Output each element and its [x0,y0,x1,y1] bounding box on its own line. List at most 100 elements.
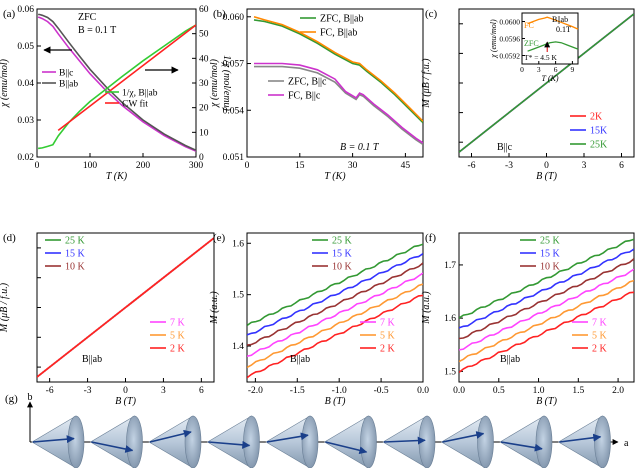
series-line [459,279,634,363]
series-line [459,248,634,329]
series-group [459,13,634,153]
y-tick-label: 0.060 [223,13,245,23]
series-line [57,24,196,132]
panel-d: (d) -6 -3 0 3 6 B (T) M (μB / f.u.) 25 K 15 K 10 K… [0,232,215,407]
inset-y-tick-label: 0.0600 [499,18,520,27]
y-tick-label: 0.04 [17,79,34,89]
inset-annotation: B||ab [552,15,568,24]
y-tick-label: 0.05 [17,42,34,52]
b-axis-label: b [28,392,33,403]
cone [440,415,494,468]
plot-frame [458,232,635,383]
spin-arrow [32,435,75,444]
y2-tick-label: 30 [199,79,209,89]
panel-b: (b) 0 15 30 45 0.051 0.054 0.057 0.060 T (K) χ (em… [209,8,424,182]
series-line [254,65,423,146]
cone [323,415,377,468]
cone [89,415,143,468]
y-tick-label: 1.5 [232,291,244,301]
legend: 25 K 15 K 10 K 7 K 5 K 2 K [45,236,186,355]
annotation: B||ab [500,354,520,365]
series-line [459,291,634,374]
x-tick-label: 15 [295,161,305,171]
cone [382,415,436,468]
cone-cap [301,415,319,468]
panel-label: (c) [425,8,438,20]
x-tick-label: 6 [199,386,204,396]
spin-arrow [91,441,134,453]
annotation: B||ab [290,354,310,365]
spin-arrow [442,431,485,443]
legend-label: B||ab [59,80,78,90]
inset: 0 3 6 9 0.0592 0.0596 0.0600 T (K) χ (emu/mol) FC… [489,12,579,83]
x-axis-label: B (T) [115,396,137,407]
inset-x-tick-label: 3 [537,65,541,74]
legend-label: 2 K [592,344,608,355]
spin-arrow [208,440,251,449]
series-line [38,24,196,150]
legend-label: FC, B||c [288,91,321,102]
legend-label: 25 K [540,236,561,247]
annotation: B = 0.1 T [340,142,380,153]
legend-label: 10 K [540,262,561,273]
y2-tick-label: 0 [199,153,204,163]
series-line [247,243,423,327]
legend-label: ZFC, B||ab [320,14,363,25]
legend-label: FC, B||ab [320,28,357,39]
y-tick-label: 1.5 [444,367,456,377]
series-line [38,13,196,152]
x-tick-label: -6 [468,161,476,171]
panel-label: (f) [425,232,436,244]
series-line [254,62,423,144]
y-tick-label: 1.4 [232,342,244,352]
spin-cone-diagram: (g) b a [5,392,629,468]
series-group [247,243,423,379]
legend: ZFC, B||ab FC, B||ab ZFC, B||c FC, B||c [268,14,363,102]
x-tick-label: 0.5 [493,386,505,396]
cone-cap [126,415,143,468]
x-tick-label: -0.5 [374,386,389,396]
x-tick-label: 45 [401,161,411,171]
legend-label: 5 K [592,331,608,342]
x-tick-label: 0 [245,161,250,171]
inset-x-axis-label: T (K) [542,74,559,83]
cone-cap [594,415,611,468]
inset-annotation: 0.1T [556,25,571,34]
plot-frame [246,8,424,158]
panel-label: (a) [3,8,16,20]
panel-label: (g) [5,393,18,405]
y-tick-label: 0.02 [17,153,34,163]
series-line [247,283,423,369]
y-axis-label: χ (emu/mol) [0,58,10,108]
panel-f: (f) 0.0 0.5 1.0 1.5 2.0 1.5 1.6 1.7 B (T) M (a.u.)… [421,232,635,407]
annotation: B||ab [82,354,102,365]
series-group [37,13,196,152]
x-axis-label: B (T) [325,396,347,407]
annotation: ZFC [78,12,97,23]
spin-arrow [325,441,368,455]
x-tick-label: -1.5 [290,386,305,396]
x-tick-label: -2.0 [248,386,263,396]
panel-label: (e) [213,232,226,244]
cone-cap [243,415,260,468]
panel-label: (b) [213,8,226,20]
y2-tick-label: 60 [199,5,209,15]
x-tick-label: 300 [189,161,204,171]
series-line [459,13,634,153]
inset-y-axis-label: χ (emu/mol) [489,19,498,59]
legend-label: 2 K [170,344,186,355]
y-tick-label: 1.6 [444,314,456,324]
x-tick-label: 0 [123,386,128,396]
annotation: B||c [497,142,513,153]
cone [206,415,260,468]
series-line [253,16,423,122]
cone-cap [418,415,436,468]
y-tick-label: 0.06 [17,5,34,15]
cone [499,415,553,468]
legend-label: 15K [590,126,608,137]
legend: 2K 15K 25K [570,112,608,151]
cone-cap [67,415,85,468]
spin-arrow [383,436,426,445]
series-line [459,258,634,340]
